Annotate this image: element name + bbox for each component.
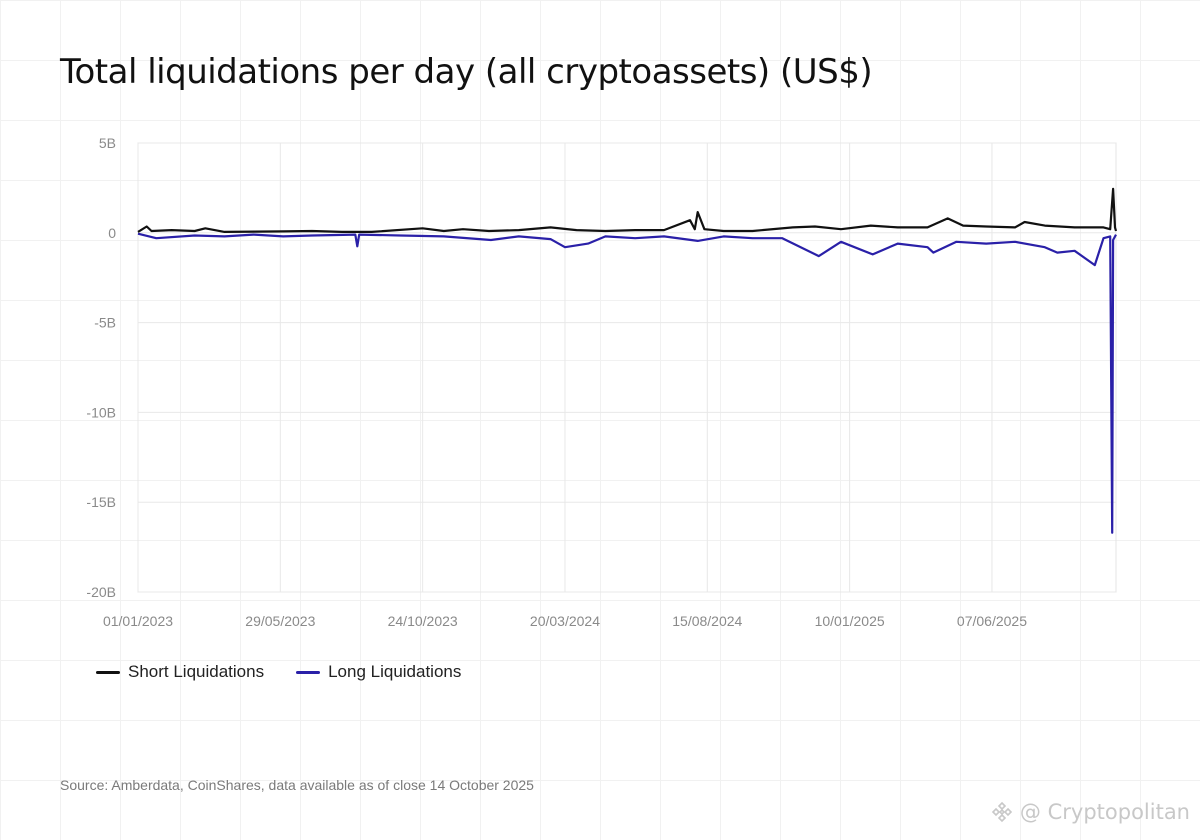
watermark: @ Cryptopolitan [990,800,1190,824]
watermark-text: @ Cryptopolitan [1019,800,1190,824]
chart-title: Total liquidations per day (all cryptoas… [60,52,873,92]
x-tick-label: 24/10/2023 [388,613,458,629]
series-line-long [137,232,1117,534]
x-tick-label: 01/01/2023 [103,613,173,629]
binance-logo-icon [991,801,1013,823]
legend-label-long: Long Liquidations [328,662,462,681]
x-tick-label: 10/01/2025 [815,613,885,629]
y-tick-label: -10B [86,404,116,420]
legend-swatch-short [96,670,120,674]
legend-label-short: Short Liquidations [128,662,265,681]
plot-area [137,142,1117,593]
legend-item-long: Long Liquidations [296,662,461,682]
series-line-short [137,187,1118,234]
legend-item-short: Short Liquidations [96,662,264,682]
chart-card: 5B 0 -5B -10B -15B -20B 01/01/2023 29/05/2023 24… [60,120,1140,720]
legend-swatch-long [296,670,321,674]
source-note: Source: Amberdata, CoinShares, data avai… [60,777,534,793]
chart-legend: Short Liquidations Long Liquidations [96,662,461,682]
x-tick-label: 15/08/2024 [672,613,742,629]
x-tick-label: 20/03/2024 [530,613,600,629]
liquidations-chart: 5B 0 -5B -10B -15B -20B 01/01/2023 29/05/2023 24… [86,135,1118,629]
y-tick-label: 0 [108,225,116,241]
y-tick-label: 5B [99,135,116,151]
y-tick-label: -20B [86,584,116,600]
x-tick-label: 29/05/2023 [245,613,315,629]
y-tick-label: -15B [86,494,116,510]
y-tick-label: -5B [94,315,116,331]
x-tick-label: 07/06/2025 [957,613,1027,629]
